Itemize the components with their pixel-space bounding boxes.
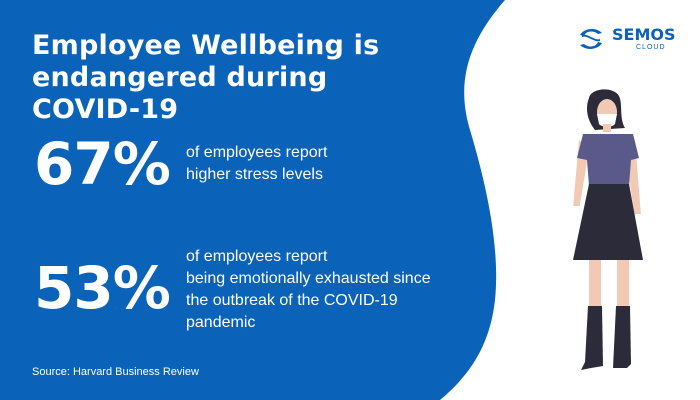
- stat-description-line: being emotionally exhausted since: [186, 270, 431, 287]
- title-line-2: endangered during COVID-19: [32, 62, 328, 125]
- stat-description-line: of employees report: [186, 248, 328, 265]
- logo-name: SEMOS: [612, 25, 676, 44]
- semos-cloud-logo: SEMOS CLOUD: [576, 26, 676, 52]
- semos-logo-icon: [580, 29, 602, 49]
- title-line-1: Employee Wellbeing is: [32, 30, 380, 61]
- stat-description-line: of employees report: [186, 144, 328, 161]
- stat-value-exhausted: 53%: [34, 254, 171, 322]
- stat-value-stress: 67%: [34, 130, 171, 198]
- logo-subtitle: CLOUD: [636, 44, 666, 51]
- logo-text: SEMOS CLOUD: [612, 25, 676, 52]
- stat-description-line: higher stress levels: [186, 166, 323, 183]
- source-citation: Source: Harvard Business Review: [32, 366, 199, 378]
- stat-description-exhausted: of employees report being emotionally ex…: [186, 246, 431, 334]
- page-title: Employee Wellbeing is endangered during …: [32, 30, 432, 126]
- stat-description-stress: of employees report higher stress levels: [186, 142, 327, 186]
- stat-description-line: pandemic: [186, 314, 256, 331]
- stat-description-line: the outbreak of the COVID-19: [186, 292, 398, 309]
- woman-with-mask-illustration: [572, 89, 643, 370]
